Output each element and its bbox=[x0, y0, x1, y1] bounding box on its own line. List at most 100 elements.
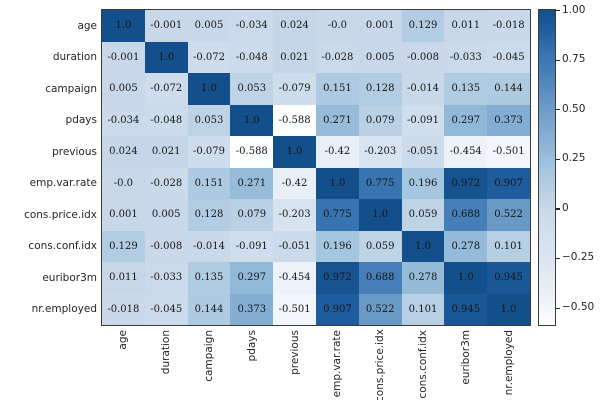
y-tick-label-nr.employed: nr.employed bbox=[31, 303, 97, 316]
heatmap-cell-emp.var.rate-previous: -0.42 bbox=[273, 167, 316, 199]
heatmap-cell-cons.conf.idx-campaign: -0.014 bbox=[187, 230, 231, 262]
heatmap-cell-previous-duration: 0.021 bbox=[144, 136, 188, 168]
heatmap-cell-nr.employed-age: -0.018 bbox=[102, 293, 145, 325]
colorbar-gradient bbox=[538, 9, 556, 326]
heatmap-cell-euribor3m-emp.var.rate: 0.972 bbox=[315, 262, 359, 294]
heatmap-cell-cons.conf.idx-emp.var.rate: 0.196 bbox=[315, 230, 359, 262]
heatmap-cell-pdays-age: -0.034 bbox=[102, 104, 145, 136]
heatmap-cell-age-nr.employed: -0.018 bbox=[487, 10, 530, 42]
heatmap-cell-emp.var.rate-emp.var.rate: 1.0 bbox=[315, 167, 359, 199]
heatmap-cell-nr.employed-pdays: 0.373 bbox=[230, 293, 274, 325]
heatmap-cell-age-previous: 0.024 bbox=[273, 10, 316, 42]
x-tick-label-emp.var.rate: emp.var.rate bbox=[331, 330, 344, 398]
heatmap-cell-campaign-cons.price.idx: 0.128 bbox=[358, 73, 402, 105]
colorbar-tick-mark bbox=[556, 208, 560, 210]
heatmap-cell-cons.price.idx-euribor3m: 0.688 bbox=[444, 199, 488, 231]
heatmap-cell-euribor3m-cons.conf.idx: 0.278 bbox=[401, 262, 445, 294]
heatmap-cell-emp.var.rate-campaign: 0.151 bbox=[187, 167, 231, 199]
heatmap-cell-nr.employed-cons.conf.idx: 0.101 bbox=[401, 293, 445, 325]
y-tick-label-emp.var.rate: emp.var.rate bbox=[29, 177, 97, 190]
heatmap-cell-cons.price.idx-emp.var.rate: 0.775 bbox=[315, 199, 359, 231]
y-tick-label-cons.conf.idx: cons.conf.idx bbox=[28, 240, 97, 253]
y-axis-labels: age duration campaign pdays previous emp.var.… bbox=[0, 10, 97, 325]
heatmap-cell-age-campaign: 0.005 bbox=[187, 10, 231, 42]
y-tick-label-euribor3m: euribor3m bbox=[42, 271, 97, 284]
heatmap-cell-emp.var.rate-pdays: 0.271 bbox=[230, 167, 274, 199]
heatmap-cell-nr.employed-nr.employed: 1.0 bbox=[487, 293, 530, 325]
heatmap-cell-age-cons.conf.idx: 0.129 bbox=[401, 10, 445, 42]
x-tick-label-cons.conf.idx: cons.conf.idx bbox=[417, 330, 429, 399]
heatmap-cell-previous-campaign: -0.079 bbox=[187, 136, 231, 168]
heatmap-cell-duration-age: -0.001 bbox=[102, 41, 145, 73]
heatmap-cell-cons.conf.idx-age: 0.129 bbox=[102, 230, 145, 262]
heatmap-cell-previous-pdays: -0.588 bbox=[230, 136, 274, 168]
heatmap-cell-campaign-duration: -0.072 bbox=[144, 73, 188, 105]
heatmap-cell-previous-euribor3m: -0.454 bbox=[444, 136, 488, 168]
heatmap-cell-duration-duration: 1.0 bbox=[144, 41, 188, 73]
heatmap-cell-nr.employed-cons.price.idx: 0.522 bbox=[358, 293, 402, 325]
heatmap-cell-previous-cons.price.idx: -0.203 bbox=[358, 136, 402, 168]
x-tick-label-pdays: pdays bbox=[245, 330, 258, 362]
heatmap-cell-euribor3m-previous: -0.454 bbox=[273, 262, 316, 294]
x-tick-label-cons.price.idx: cons.price.idx bbox=[374, 329, 387, 400]
heatmap-cell-previous-emp.var.rate: -0.42 bbox=[315, 136, 359, 168]
heatmap-cell-campaign-cons.conf.idx: -0.014 bbox=[401, 73, 445, 105]
heatmap-cell-euribor3m-age: 0.011 bbox=[102, 262, 145, 294]
heatmap-cell-previous-cons.conf.idx: -0.051 bbox=[401, 136, 445, 168]
y-tick-label-age: age bbox=[77, 19, 97, 32]
x-tick-label-duration: duration bbox=[160, 330, 173, 375]
heatmap-cell-cons.conf.idx-euribor3m: 0.278 bbox=[444, 230, 488, 262]
heatmap-cell-nr.employed-emp.var.rate: 0.907 bbox=[315, 293, 359, 325]
heatmap-cell-euribor3m-euribor3m: 1.0 bbox=[444, 262, 488, 294]
heatmap-cell-emp.var.rate-cons.conf.idx: 0.196 bbox=[401, 167, 445, 199]
heatmap-cell-cons.price.idx-nr.employed: 0.522 bbox=[487, 199, 530, 231]
y-tick-label-cons.price.idx: cons.price.idx bbox=[24, 208, 97, 221]
heatmap-cell-campaign-campaign: 1.0 bbox=[187, 73, 231, 105]
heatmap-cell-emp.var.rate-nr.employed: 0.907 bbox=[487, 167, 530, 199]
heatmap-cell-age-cons.price.idx: 0.001 bbox=[358, 10, 402, 42]
x-tick-label-previous: previous bbox=[288, 330, 301, 375]
heatmap-cell-previous-previous: 1.0 bbox=[273, 136, 316, 168]
heatmap-cell-age-pdays: -0.034 bbox=[230, 10, 274, 42]
y-tick-label-pdays: pdays bbox=[65, 114, 97, 127]
heatmap-cell-age-emp.var.rate: -0.0 bbox=[315, 10, 359, 42]
heatmap-cell-duration-nr.employed: -0.045 bbox=[487, 41, 530, 73]
heatmap-cell-duration-campaign: -0.072 bbox=[187, 41, 231, 73]
heatmap-grid: 1.0 -0.001 0.005 -0.034 0.024 -0.0 0.001 0.129 0… bbox=[101, 9, 531, 326]
y-tick-label-campaign: campaign bbox=[45, 82, 97, 95]
heatmap-cell-emp.var.rate-age: -0.0 bbox=[102, 167, 145, 199]
heatmap-cell-cons.price.idx-pdays: 0.079 bbox=[230, 199, 274, 231]
heatmap-cell-nr.employed-duration: -0.045 bbox=[144, 293, 188, 325]
heatmap-cell-previous-nr.employed: -0.501 bbox=[487, 136, 530, 168]
heatmap-cell-euribor3m-cons.price.idx: 0.688 bbox=[358, 262, 402, 294]
heatmap-cell-euribor3m-campaign: 0.135 bbox=[187, 262, 231, 294]
colorbar-tick-label-0.50: 0.50 bbox=[562, 102, 586, 115]
heatmap-cell-pdays-cons.price.idx: 0.079 bbox=[358, 104, 402, 136]
heatmap-cell-emp.var.rate-duration: -0.028 bbox=[144, 167, 188, 199]
heatmap-cell-pdays-previous: -0.588 bbox=[273, 104, 316, 136]
colorbar-tick-mark bbox=[556, 59, 560, 61]
heatmap-cell-cons.conf.idx-cons.conf.idx: 1.0 bbox=[401, 230, 445, 262]
colorbar-tick-label-−0.25: −0.25 bbox=[562, 251, 595, 264]
heatmap-cell-duration-cons.conf.idx: -0.008 bbox=[401, 41, 445, 73]
x-tick-label-campaign: campaign bbox=[203, 330, 215, 382]
colorbar-tick-label-0.75: 0.75 bbox=[562, 53, 586, 66]
heatmap-cell-pdays-cons.conf.idx: -0.091 bbox=[401, 104, 445, 136]
heatmap-cell-campaign-emp.var.rate: 0.151 bbox=[315, 73, 359, 105]
heatmap-cell-cons.conf.idx-pdays: -0.091 bbox=[230, 230, 274, 262]
heatmap-cell-campaign-pdays: 0.053 bbox=[230, 73, 274, 105]
heatmap-cell-cons.conf.idx-nr.employed: 0.101 bbox=[487, 230, 530, 262]
heatmap-cell-cons.price.idx-cons.price.idx: 1.0 bbox=[358, 199, 402, 231]
x-tick-label-age: age bbox=[117, 330, 130, 350]
y-tick-label-duration: duration bbox=[52, 51, 97, 64]
heatmap-cell-campaign-previous: -0.079 bbox=[273, 73, 316, 105]
heatmap-cell-duration-cons.price.idx: 0.005 bbox=[358, 41, 402, 73]
colorbar-tick-mark bbox=[556, 158, 560, 160]
heatmap-cell-age-euribor3m: 0.011 bbox=[444, 10, 488, 42]
y-tick-label-previous: previous bbox=[52, 145, 97, 158]
heatmap-cell-duration-emp.var.rate: -0.028 bbox=[315, 41, 359, 73]
heatmap-cell-cons.conf.idx-previous: -0.051 bbox=[273, 230, 316, 262]
heatmap-cell-cons.price.idx-previous: -0.203 bbox=[273, 199, 316, 231]
heatmap-cell-emp.var.rate-euribor3m: 0.972 bbox=[444, 167, 488, 199]
